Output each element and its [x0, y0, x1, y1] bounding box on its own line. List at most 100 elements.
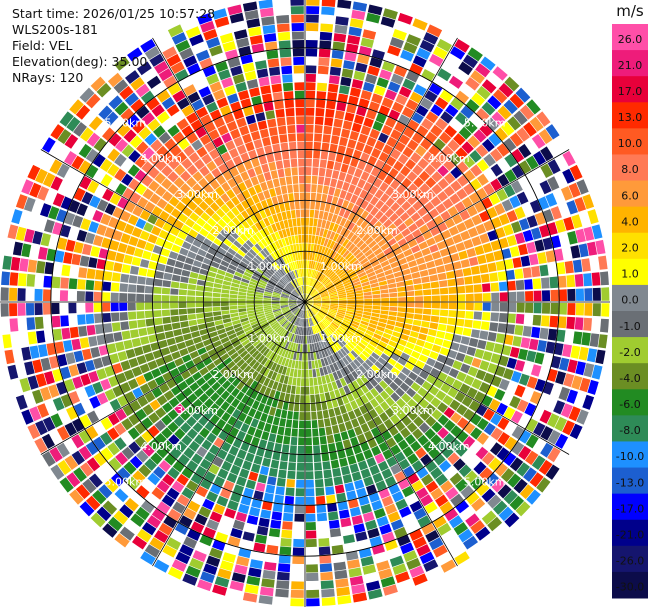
- velocity-gate: [479, 382, 490, 394]
- velocity-gate: [312, 279, 317, 287]
- velocity-gate: [317, 219, 323, 228]
- velocity-gate: [327, 285, 335, 291]
- velocity-gate: [360, 210, 369, 220]
- colorbar-tick-label: -4.0: [619, 372, 640, 385]
- velocity-gate: [349, 257, 357, 265]
- velocity-gate: [306, 48, 318, 57]
- velocity-gate: [487, 262, 497, 273]
- velocity-gate: [347, 304, 356, 308]
- velocity-gate: [357, 271, 367, 278]
- velocity-gate: [591, 272, 601, 286]
- velocity-gate: [431, 302, 440, 309]
- velocity-gate: [456, 404, 468, 416]
- velocity-gate: [404, 361, 415, 371]
- velocity-gate: [368, 240, 377, 249]
- velocity-gate: [462, 267, 472, 277]
- velocity-gate: [431, 421, 443, 433]
- velocity-gate: [507, 116, 522, 131]
- velocity-gate: [350, 350, 359, 358]
- velocity-gate: [328, 75, 340, 85]
- velocity-gate: [309, 218, 314, 227]
- velocity-gate: [357, 342, 366, 350]
- velocity-gate: [341, 199, 350, 209]
- velocity-gate: [380, 204, 390, 214]
- velocity-gate: [339, 85, 350, 95]
- velocity-gate: [492, 66, 508, 81]
- velocity-gate: [555, 371, 566, 385]
- velocity-gate: [370, 316, 379, 322]
- velocity-gate: [474, 348, 485, 359]
- velocity-gate: [341, 260, 349, 268]
- velocity-gate: [518, 160, 532, 174]
- velocity-gate: [340, 247, 348, 256]
- velocity-gate: [319, 288, 327, 294]
- velocity-gate: [305, 200, 310, 209]
- velocity-gate: [574, 317, 584, 331]
- velocity-gate: [405, 159, 416, 170]
- velocity-gate: [456, 175, 469, 187]
- velocity-gate: [419, 183, 430, 194]
- velocity-gate: [474, 293, 483, 302]
- velocity-gate: [318, 167, 326, 177]
- velocity-gate: [317, 65, 329, 75]
- velocity-gate: [441, 229, 452, 240]
- velocity-gate: [523, 467, 537, 482]
- velocity-gate: [541, 277, 550, 289]
- colorbar-tick-label: 0.0: [621, 294, 639, 307]
- velocity-gate: [365, 329, 374, 337]
- velocity-gate: [425, 403, 436, 415]
- velocity-gate: [395, 207, 405, 217]
- velocity-gate: [458, 250, 468, 260]
- velocity-gate: [474, 201, 486, 213]
- velocity-gate: [411, 325, 421, 333]
- velocity-gate: [463, 239, 474, 249]
- velocity-gate: [516, 462, 530, 477]
- velocity-gate: [460, 485, 474, 499]
- velocity-gate: [332, 223, 339, 233]
- velocity-gate: [333, 319, 342, 325]
- velocity-gate: [488, 457, 502, 471]
- velocity-gate: [431, 288, 440, 295]
- velocity-gate: [393, 271, 403, 278]
- velocity-gate: [326, 230, 332, 239]
- velocity-gate: [331, 196, 339, 206]
- velocity-gate: [365, 381, 374, 391]
- velocity-gate: [567, 303, 576, 316]
- velocity-gate: [431, 171, 443, 183]
- velocity-gate: [362, 314, 371, 320]
- velocity-gate: [587, 209, 599, 225]
- velocity-gate: [356, 239, 365, 248]
- velocity-gate: [488, 133, 502, 147]
- velocity-gate: [444, 419, 456, 432]
- velocity-gate: [320, 307, 329, 311]
- velocity-gate: [532, 314, 542, 326]
- velocity-gate: [350, 275, 359, 282]
- velocity-gate: [347, 341, 355, 350]
- velocity-gate: [305, 116, 314, 125]
- velocity-gate: [473, 284, 482, 293]
- velocity-gate: [317, 184, 323, 194]
- velocity-gate: [315, 108, 325, 117]
- velocity-gate: [418, 354, 429, 363]
- velocity-gate: [397, 312, 406, 318]
- velocity-gate: [359, 242, 368, 251]
- velocity-gate: [305, 124, 314, 133]
- velocity-gate: [600, 271, 609, 286]
- velocity-gate: [515, 279, 525, 291]
- velocity-gate: [450, 425, 462, 438]
- velocity-gate: [355, 302, 364, 305]
- velocity-gate: [510, 410, 523, 424]
- velocity-gate: [361, 350, 371, 358]
- velocity-gate: [353, 334, 362, 342]
- velocity-gate: [377, 238, 387, 247]
- velocity-gate: [320, 23, 334, 33]
- velocity-gate: [445, 487, 459, 500]
- velocity-gate: [363, 117, 374, 128]
- velocity-gate: [311, 252, 316, 261]
- velocity-gate: [506, 324, 515, 335]
- velocity-gate: [318, 254, 323, 263]
- velocity-gate: [442, 339, 452, 349]
- velocity-gate: [462, 327, 472, 337]
- velocity-gate: [525, 155, 539, 170]
- velocity-gate: [335, 16, 349, 26]
